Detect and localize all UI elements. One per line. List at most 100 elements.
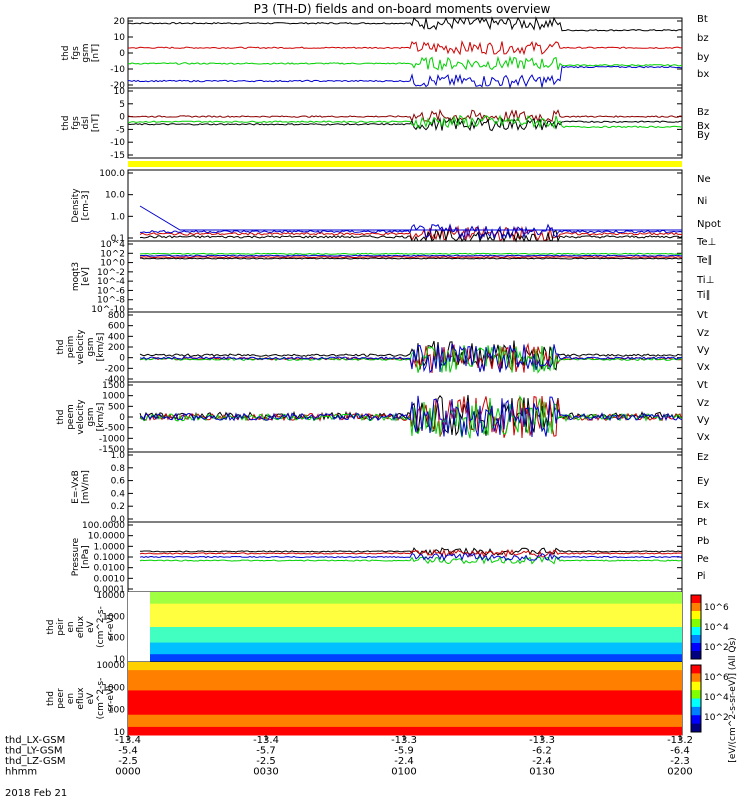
colorbar-swatch (691, 681, 701, 691)
y-label-line: [km/s] (96, 333, 106, 362)
legend-Pi: Pi (697, 571, 706, 582)
y-tick-label: 5 (119, 100, 125, 110)
colorbar-swatch (691, 723, 701, 733)
y-label-line: [nT] (91, 114, 101, 132)
trace-Bx (127, 116, 683, 132)
y-label-line: fgs (71, 116, 81, 130)
colorbar-swatch (691, 673, 701, 683)
trace-by (127, 55, 683, 72)
y-tick-label: 1000 (102, 392, 125, 402)
footer-label-3: hhmm (5, 767, 37, 778)
y-tick-label: 0.1000 (94, 553, 126, 563)
y-axis-label: thd fgs gsm [nT] (61, 43, 101, 62)
y-label-line: E=-VxB (71, 470, 81, 504)
y-tick-label: 10.0 (105, 191, 125, 201)
footer-value: -2.4 (532, 756, 552, 767)
y-tick-label: 10 (114, 33, 126, 43)
trace-Bz (127, 108, 683, 124)
spectrogram-band (150, 603, 682, 609)
y-label-line: (cm^2-s- (96, 606, 106, 648)
panel-frame (127, 311, 683, 383)
data-gap (128, 592, 150, 662)
legend-Bz: Bz (697, 107, 709, 118)
y-axis-label: thd fgs dsl [nT] (61, 114, 101, 132)
footer-value: -13.3 (529, 735, 555, 746)
panel-1: 20 10 0 -10 -20 thd fgs gsm [nT] Bt bz by bx (61, 14, 709, 91)
y-tick-label: 1000 (102, 612, 125, 622)
y-label-line: [km/s] (96, 403, 106, 432)
spectrogram-band (128, 666, 682, 671)
spectrogram-band (128, 678, 682, 683)
spectrogram-band (128, 706, 682, 712)
y-axis-label: thd peim velocity gsm [km/s] (56, 329, 106, 365)
footer-value: 0030 (253, 767, 278, 778)
y-label-line: en (66, 693, 76, 704)
trace-Ti∥ (139, 252, 683, 255)
y-label-line: eflux (76, 615, 86, 638)
y-tick-label: -15 (110, 151, 125, 161)
legend-Ez: Ez (697, 452, 709, 463)
spectrogram-band (128, 694, 682, 699)
colorbar-swatch (691, 698, 701, 708)
y-label-line: Pressure (71, 537, 81, 576)
y-tick-label: 10 (114, 655, 126, 665)
legend-Vy: Vy (697, 345, 710, 356)
spectrogram-band (128, 718, 682, 724)
y-tick-label: 10^-4 (97, 277, 125, 287)
legend-Vx: Vx (697, 362, 710, 373)
trace-Vx (139, 395, 683, 438)
footer-value: -6.2 (532, 746, 552, 757)
y-tick-label: 10000 (96, 591, 125, 601)
legend-Vy: Vy (697, 415, 710, 426)
y-tick-label: 1.0 (111, 451, 126, 461)
y-tick-label: 0.8 (111, 464, 126, 474)
y-label-line: peem (66, 404, 76, 430)
spectrogram-band (150, 646, 682, 651)
spectrogram-band (150, 627, 682, 632)
y-label-line: eV (86, 620, 96, 633)
plot-title: P3 (TH-D) fields and on-board moments ov… (254, 2, 551, 16)
y-tick-label: 1.0000 (94, 542, 126, 552)
y-label-line: (cm^2-s- (96, 678, 106, 720)
y-label-line: peim (66, 336, 76, 359)
y-label-line: eV (86, 692, 96, 705)
spectrogram-band (150, 595, 682, 601)
trace-By (127, 114, 683, 130)
y-label-line: gsm (81, 43, 91, 62)
y-tick-label: 0.0100 (94, 564, 126, 574)
y-tick-label: 0.2 (111, 502, 125, 512)
y-label-line: dsl (81, 117, 91, 130)
colorbar-swatch (691, 643, 701, 652)
legend-Pe: Pe (697, 554, 709, 565)
y-tick-label: 10 (114, 87, 126, 97)
spectrogram-band (128, 702, 682, 708)
spectrogram-band (150, 599, 682, 605)
legend-Vx: Vx (697, 432, 710, 443)
y-label-line: thd (56, 410, 66, 425)
colorbar-tick: 10^6 (704, 673, 729, 683)
y-label-line: velocity (76, 399, 86, 435)
footer-label-2: thd_LZ-GSM (5, 756, 66, 767)
y-tick-label: 0.6 (111, 477, 126, 487)
colorbar-swatch (691, 603, 701, 612)
spectrogram-band (128, 690, 682, 695)
y-tick-label: 1.0 (111, 212, 126, 222)
y-label-line: Density (71, 188, 81, 223)
footer-value: -13.2 (667, 735, 693, 746)
legend-By: By (697, 130, 710, 141)
data-quality-bar (128, 161, 682, 167)
y-tick-label: 100 (108, 706, 125, 716)
spectrogram-band (128, 698, 682, 704)
trace-Vy (140, 345, 683, 374)
footer-value: 0130 (529, 767, 554, 778)
y-tick-label: -1500 (99, 445, 125, 455)
y-axis-label: Density [cm-3] (71, 188, 91, 223)
spectrogram-band (128, 686, 682, 691)
y-tick-label: 200 (108, 343, 125, 353)
colorbar-swatch (691, 595, 701, 604)
footer-label-0: thd_LX-GSM (5, 735, 65, 746)
y-tick-label: 10^-6 (97, 286, 125, 296)
y-tick-label: 0.0001 (94, 585, 126, 595)
footer-value: 0200 (667, 767, 692, 778)
y-tick-label: 10 (114, 728, 126, 738)
